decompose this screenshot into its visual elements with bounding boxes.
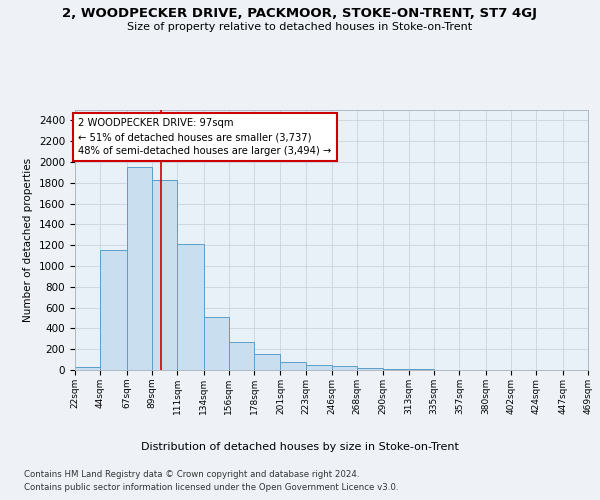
Bar: [383, 369, 409, 370]
Bar: [332, 366, 358, 370]
Text: Contains HM Land Registry data © Crown copyright and database right 2024.: Contains HM Land Registry data © Crown c…: [24, 470, 359, 479]
Text: Size of property relative to detached houses in Stoke-on-Trent: Size of property relative to detached ho…: [127, 22, 473, 32]
Text: Contains public sector information licensed under the Open Government Licence v3: Contains public sector information licen…: [24, 482, 398, 492]
Bar: [229, 342, 254, 370]
Bar: [280, 362, 305, 370]
Bar: [100, 250, 127, 370]
Bar: [254, 354, 280, 370]
Y-axis label: Number of detached properties: Number of detached properties: [23, 158, 34, 322]
Bar: [305, 366, 332, 370]
Bar: [127, 167, 152, 370]
Bar: [358, 368, 383, 370]
Text: 2, WOODPECKER DRIVE, PACKMOOR, STOKE-ON-TRENT, ST7 4GJ: 2, WOODPECKER DRIVE, PACKMOOR, STOKE-ON-…: [62, 8, 538, 20]
Bar: [75, 367, 100, 370]
Bar: [152, 180, 177, 370]
Text: Distribution of detached houses by size in Stoke-on-Trent: Distribution of detached houses by size …: [141, 442, 459, 452]
Bar: [177, 244, 203, 370]
Text: 2 WOODPECKER DRIVE: 97sqm
← 51% of detached houses are smaller (3,737)
48% of se: 2 WOODPECKER DRIVE: 97sqm ← 51% of detac…: [79, 118, 332, 156]
Bar: [203, 317, 229, 370]
